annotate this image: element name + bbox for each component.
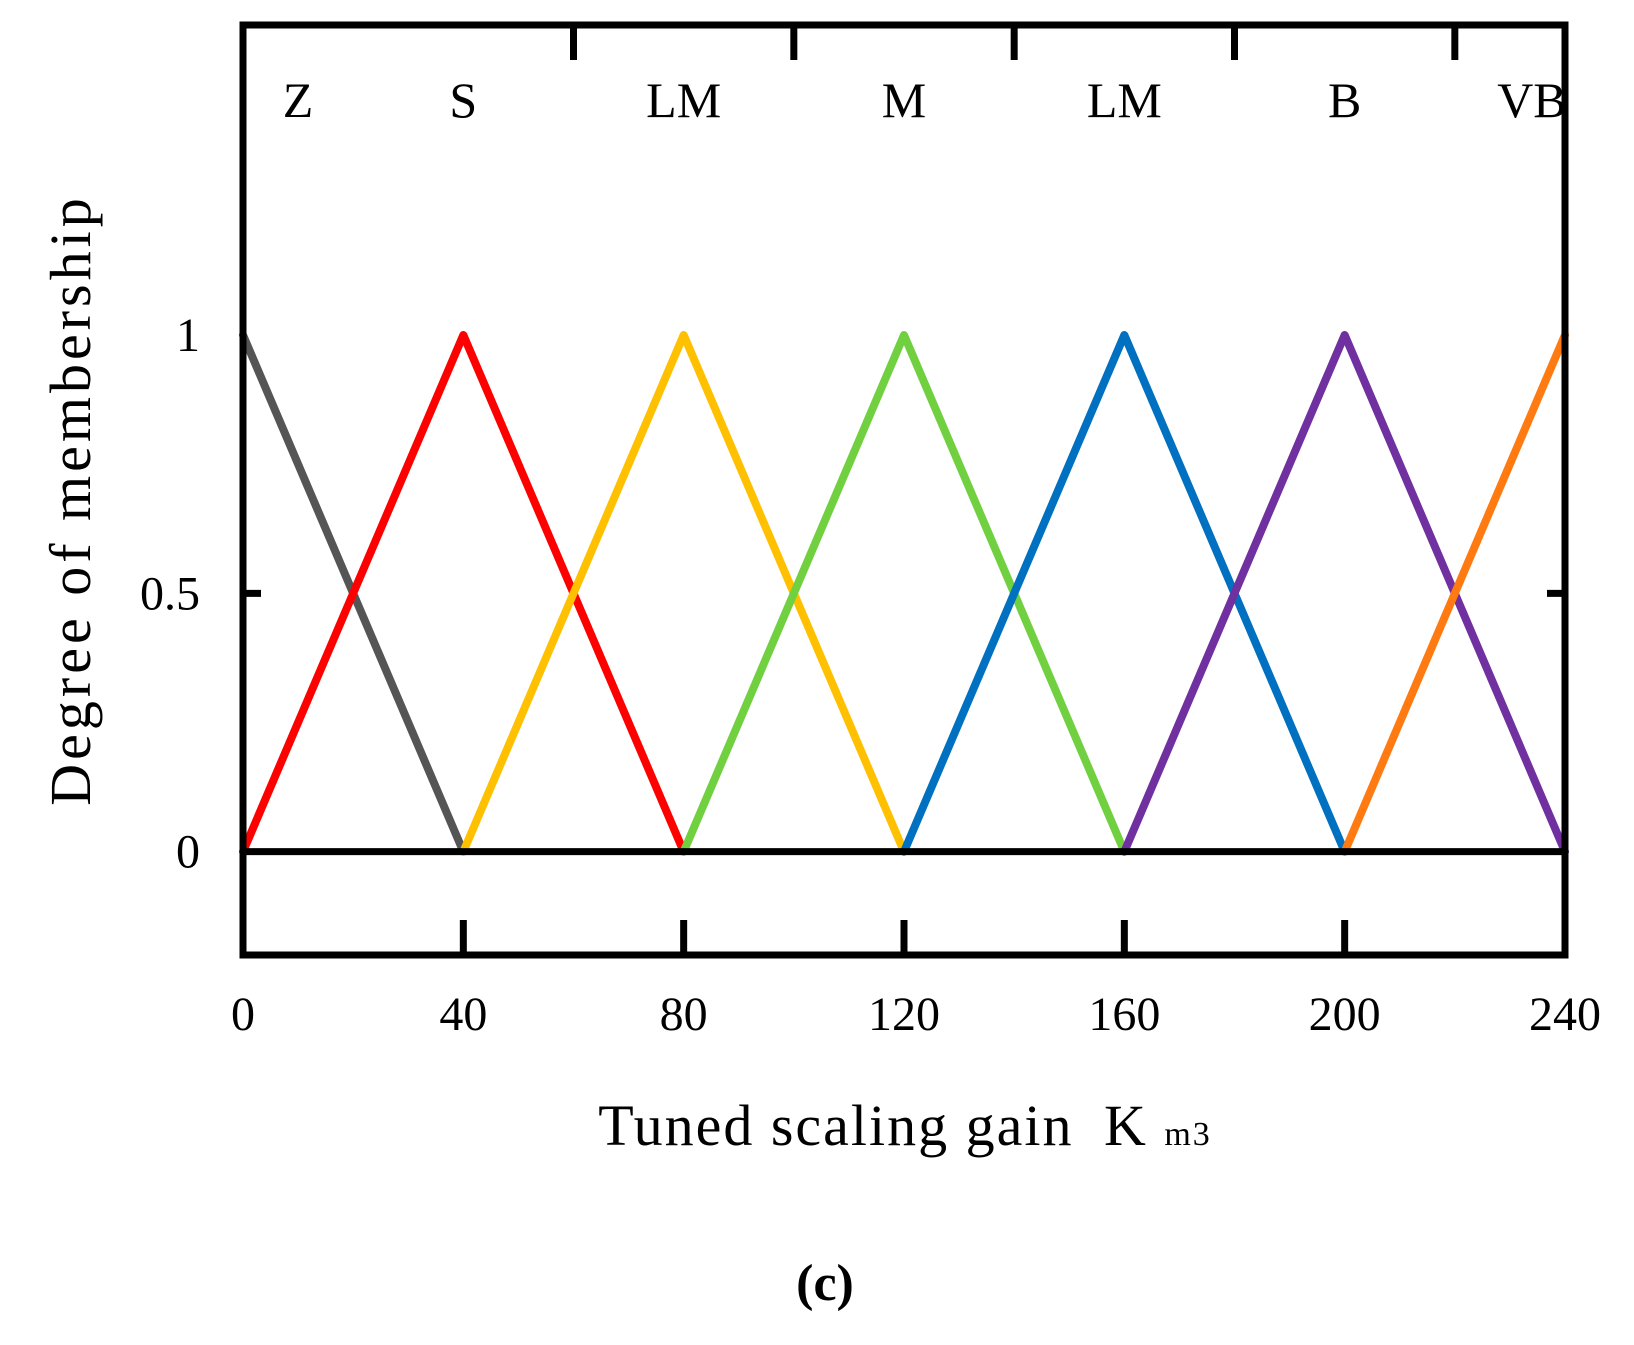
x-tick-label: 120: [868, 988, 940, 1041]
x-axis-title-symbol: K: [1104, 1093, 1148, 1158]
x-axis-title: Tuned scaling gain K m3: [598, 1093, 1212, 1158]
x-tick-label: 160: [1088, 988, 1160, 1041]
y-axis-title: Degree of membership: [38, 194, 103, 805]
x-tick-label: 200: [1309, 988, 1381, 1041]
x-tick-label: 240: [1529, 988, 1601, 1041]
mf-label-vb-6: VB: [1497, 72, 1566, 128]
label-layer: 0 40 80 120 160 200 240 0 0.5 1 Z S LM M LM B VB: [140, 72, 1601, 1041]
series-line-b-5: [1120, 331, 1569, 856]
y-tick-label: 0: [176, 826, 200, 879]
y-tick-label: 1: [176, 309, 200, 362]
mf-label-z-0: Z: [283, 72, 314, 128]
mf-label-m-3: M: [882, 72, 926, 128]
plot-frame: [239, 21, 1569, 959]
tick-layer: [243, 25, 1565, 955]
y-tick-label: 0.5: [140, 567, 200, 620]
x-tick-label: 0: [231, 988, 255, 1041]
series-line-vb-6: [1340, 331, 1569, 856]
mf-label-lm-2: LM: [646, 72, 721, 128]
series-line-m-3: [679, 331, 1129, 856]
x-tick-label: 80: [660, 988, 708, 1041]
x-tick-label: 40: [439, 988, 487, 1041]
x-axis-title-subscript: m3: [1164, 1116, 1211, 1153]
mf-label-lm-4: LM: [1087, 72, 1162, 128]
mf-label-b-5: B: [1328, 72, 1361, 128]
series-layer: [239, 331, 1569, 856]
mf-label-s-1: S: [449, 72, 477, 128]
figure-caption: (c): [796, 1255, 854, 1312]
series-line-lm-4: [900, 331, 1349, 856]
series-line-s-1: [239, 331, 688, 856]
series-line-lm-2: [459, 331, 908, 856]
x-axis-title-text: Tuned scaling gain: [598, 1093, 1073, 1158]
